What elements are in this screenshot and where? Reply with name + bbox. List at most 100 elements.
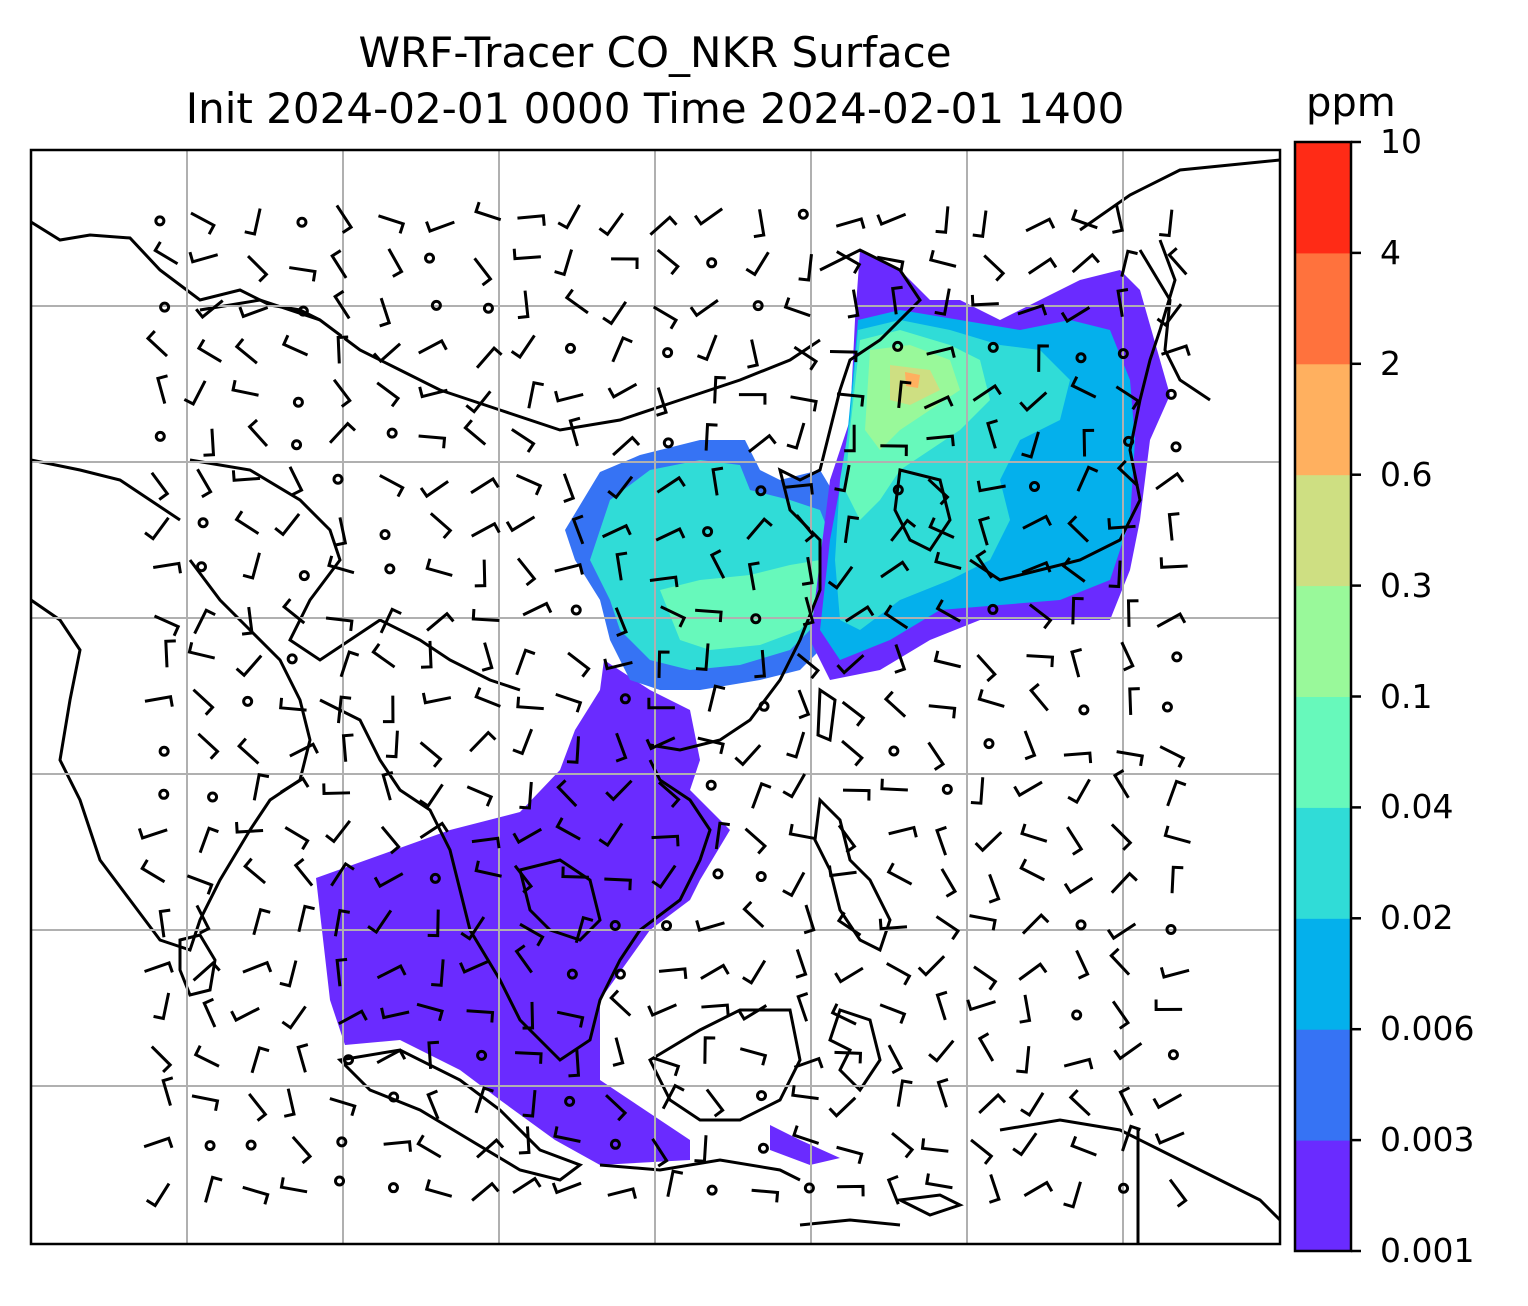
colorbar xyxy=(1295,140,1361,1253)
calm-wind-marker xyxy=(614,968,626,980)
wind-barb xyxy=(248,1093,268,1122)
calm-wind-marker xyxy=(1078,704,1090,716)
wind-barb xyxy=(153,241,179,266)
wind-barb xyxy=(886,862,913,886)
wind-barb xyxy=(1063,1057,1094,1070)
calm-wind-marker xyxy=(564,1095,576,1107)
wind-barb xyxy=(202,997,217,1028)
wind-barb xyxy=(1061,557,1086,583)
coast-borneo xyxy=(648,1008,802,1122)
wind-barb xyxy=(1111,1000,1131,1030)
wind-barb xyxy=(150,1045,173,1074)
wind-barb xyxy=(927,741,946,771)
wind-barb xyxy=(191,1094,220,1112)
border-china-south xyxy=(189,458,521,692)
wind-barb xyxy=(335,204,354,234)
wind-barb xyxy=(554,562,584,575)
wind-barb xyxy=(978,516,990,546)
wind-barb xyxy=(231,470,261,482)
wind-barb xyxy=(471,836,501,849)
wind-barb xyxy=(656,248,680,276)
wind-barb xyxy=(145,1182,171,1208)
calm-wind-marker xyxy=(159,301,171,313)
wind-barb xyxy=(1016,1045,1031,1074)
wind-barb xyxy=(607,382,638,399)
wind-barb xyxy=(471,608,500,623)
wind-barb xyxy=(1170,865,1184,894)
calm-wind-marker xyxy=(706,1184,718,1196)
wind-barb xyxy=(231,379,259,397)
wind-barb xyxy=(751,1188,780,1203)
wind-barb xyxy=(297,904,315,933)
calm-wind-marker xyxy=(757,1142,769,1154)
wind-barb xyxy=(383,1140,412,1152)
wind-barb xyxy=(602,300,628,326)
wind-barb xyxy=(700,963,730,980)
wind-barb xyxy=(935,990,948,1021)
wind-barb xyxy=(844,424,856,453)
wind-barb xyxy=(935,825,948,856)
colorbar-tick-label: 0.02 xyxy=(1380,898,1454,938)
colorbar-tick-label: 0.006 xyxy=(1380,1009,1475,1049)
coast-sumatra xyxy=(336,1048,584,1182)
wind-barb xyxy=(1070,647,1083,678)
calm-wind-marker xyxy=(424,252,436,264)
wind-barb xyxy=(1067,515,1090,543)
wind-barb xyxy=(385,730,399,759)
wind-barb xyxy=(1159,209,1174,238)
wind-barb xyxy=(782,773,807,799)
wind-barb xyxy=(744,827,768,855)
wind-barb xyxy=(1063,876,1094,895)
wind-barb xyxy=(607,1187,637,1199)
wind-barb xyxy=(598,822,624,848)
calm-wind-marker xyxy=(662,347,674,359)
calm-wind-marker xyxy=(291,439,303,451)
wind-barb xyxy=(645,736,676,751)
wind-barb xyxy=(553,1126,581,1143)
wind-barb xyxy=(1156,612,1187,628)
wind-barb xyxy=(934,288,951,316)
wind-barb xyxy=(379,297,392,328)
wind-barb xyxy=(196,338,223,363)
wind-barb xyxy=(335,517,348,547)
wind-barb xyxy=(471,1181,500,1202)
wind-barb xyxy=(1113,1042,1143,1061)
wind-barb xyxy=(1109,947,1131,976)
wind-barb xyxy=(387,248,404,278)
wind-barb xyxy=(1012,1132,1038,1157)
wind-barb xyxy=(420,640,433,669)
wind-barb xyxy=(785,482,814,495)
wind-barb xyxy=(243,857,267,885)
calm-wind-marker xyxy=(888,745,900,757)
wind-barb xyxy=(152,561,182,574)
wind-barb xyxy=(797,689,811,720)
wind-barb xyxy=(380,825,401,855)
wind-barb xyxy=(1019,858,1046,882)
wind-barb xyxy=(144,695,174,707)
wind-barb xyxy=(1167,512,1180,541)
wind-barb xyxy=(193,1045,220,1068)
wind-barb xyxy=(252,907,271,936)
wind-barb xyxy=(1060,306,1091,324)
wind-barb xyxy=(476,1137,505,1159)
wind-barb xyxy=(751,781,772,809)
wind-barb xyxy=(416,1002,444,1022)
wind-barb xyxy=(466,1009,495,1023)
wind-barb xyxy=(792,1125,820,1145)
wind-barb xyxy=(330,861,355,887)
wind-barb xyxy=(609,989,632,1017)
wind-barb xyxy=(711,466,724,496)
wind-barb xyxy=(274,513,301,537)
wind-barb xyxy=(827,565,854,590)
wind-barb xyxy=(198,826,219,854)
wind-barb xyxy=(1121,1124,1141,1152)
calm-wind-marker xyxy=(570,604,582,616)
plume-ncp-0.04 xyxy=(660,560,825,650)
wind-barb xyxy=(137,827,168,840)
wind-barb xyxy=(329,1097,357,1117)
wind-barb xyxy=(714,821,730,850)
calm-wind-marker xyxy=(758,700,770,712)
colorbar-band xyxy=(1295,585,1351,697)
wind-barb xyxy=(1163,825,1191,844)
wind-barb xyxy=(195,299,224,320)
